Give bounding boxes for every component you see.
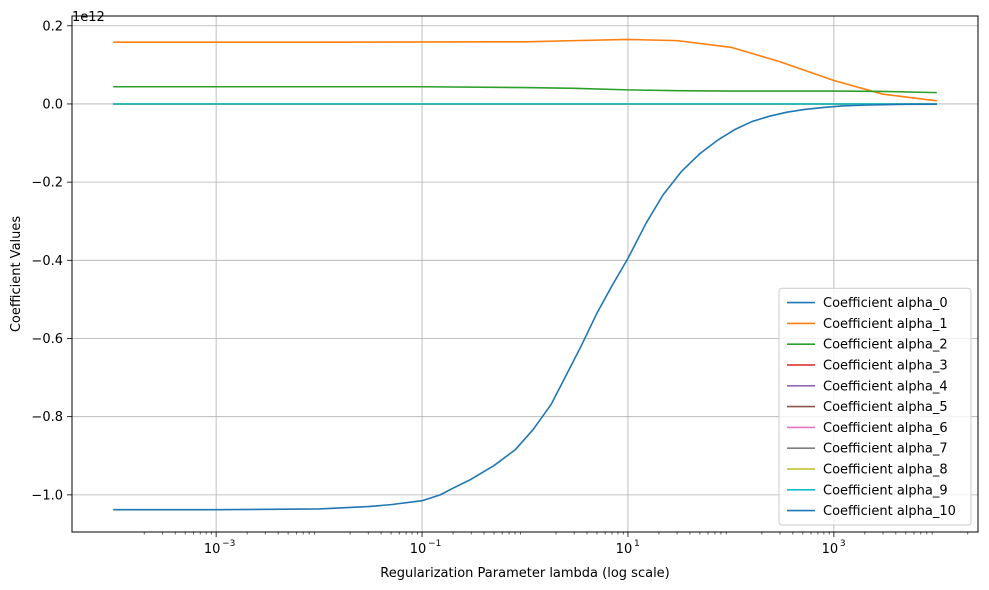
series-line-10 <box>113 103 937 511</box>
legend-label: Coefficient alpha_2 <box>823 338 948 353</box>
legend-label: Coefficient alpha_10 <box>823 504 956 519</box>
plot-frame <box>71 15 979 533</box>
y-tick-label: −0.2 <box>31 176 63 191</box>
y-axis-ticks: 0.2 0.0 −0.2 −0.4 −0.6 −0.8 −1.0 <box>31 19 72 503</box>
y-tick-label: −0.8 <box>31 410 63 425</box>
y-tick-label: 0.2 <box>42 19 63 34</box>
x-tick-exponent: −3 <box>222 539 235 549</box>
y-tick-label: −0.4 <box>31 254 63 269</box>
legend-label: Coefficient alpha_1 <box>823 317 948 332</box>
x-axis-label: Regularization Parameter lambda (log sca… <box>380 566 670 581</box>
series-line-2 <box>113 85 937 94</box>
legend-label: Coefficient alpha_5 <box>823 400 948 415</box>
legend: Coefficient alpha_0 Coefficient alpha_1 Co… <box>778 287 972 526</box>
legend-label: Coefficient alpha_4 <box>823 379 948 394</box>
y-axis-label: Coefficient Values <box>9 216 24 333</box>
y-offset-label: 1e12 <box>72 10 105 25</box>
legend-label: Coefficient alpha_0 <box>823 296 948 311</box>
series-line-1 <box>113 38 937 102</box>
legend-label: Coefficient alpha_7 <box>823 442 948 457</box>
legend-label: Coefficient alpha_3 <box>823 359 948 374</box>
x-tick-exponent: 3 <box>840 539 846 549</box>
y-tick-label: −0.6 <box>31 332 63 347</box>
x-tick-label: 10 <box>822 542 839 557</box>
x-tick-exponent: −1 <box>428 539 441 549</box>
y-tick-label: −1.0 <box>31 488 63 503</box>
legend-label: Coefficient alpha_6 <box>823 421 948 436</box>
series-lines <box>113 38 937 511</box>
x-axis-ticks: 10 −3 10 −1 10 1 10 3 <box>143 532 969 557</box>
x-tick-label: 10 <box>204 542 221 557</box>
legend-box <box>778 287 972 526</box>
legend-label: Coefficient alpha_9 <box>823 483 948 498</box>
x-tick-exponent: 1 <box>634 539 640 549</box>
legend-label: Coefficient alpha_8 <box>823 463 948 478</box>
x-tick-label: 10 <box>410 542 427 557</box>
y-tick-label: 0.0 <box>42 97 63 112</box>
x-tick-label: 10 <box>616 542 633 557</box>
